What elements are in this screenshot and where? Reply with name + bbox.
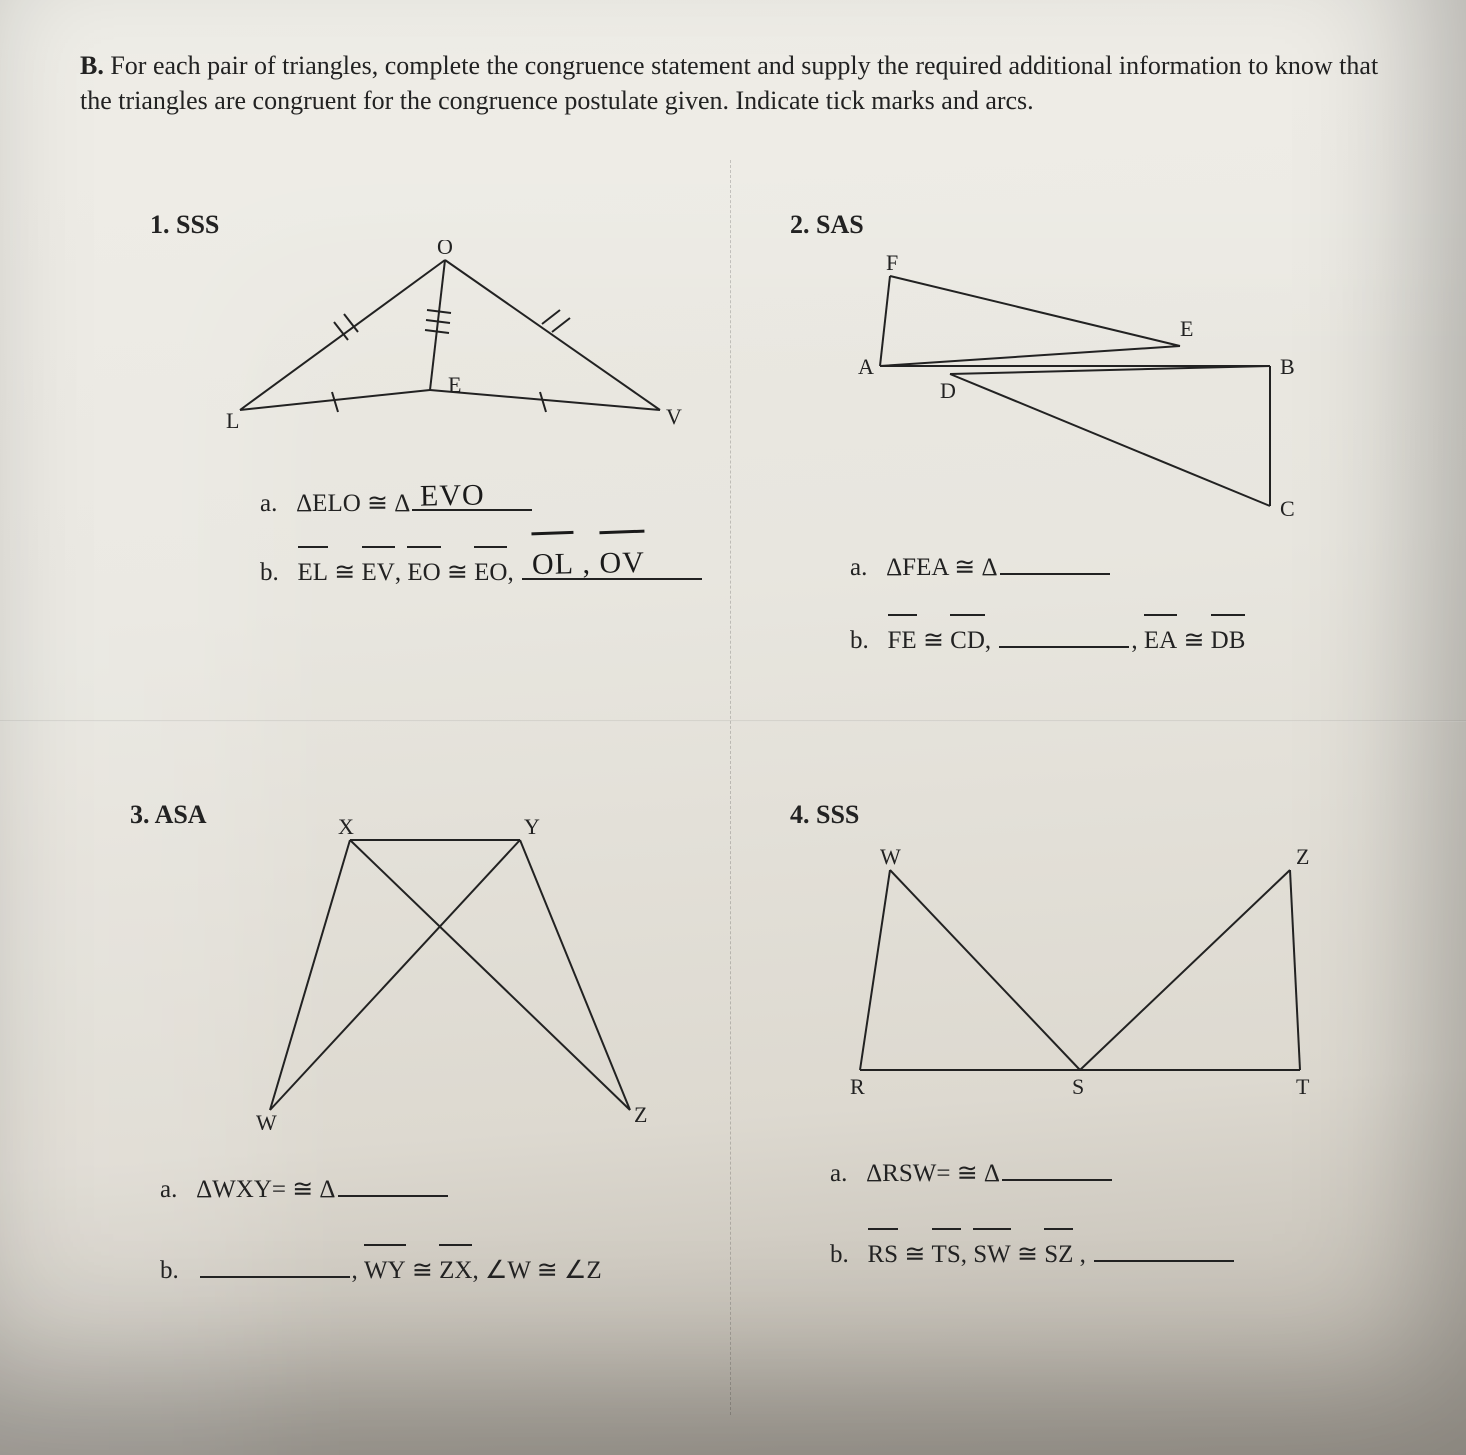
q3-a-prefix: a. xyxy=(160,1176,177,1203)
q4-heading: 4. SSS xyxy=(790,800,1370,830)
q1-answers: a. ΔELO ≅ Δ EVO b. EL ≅ EV, EO ≅ EO, OL … xyxy=(260,480,710,596)
q2-label-E: E xyxy=(1180,316,1193,341)
q2-b-prefix: b. xyxy=(850,627,869,654)
q1-b-seg-EO2: EO xyxy=(474,546,507,597)
q1-b-seg-EV: EV xyxy=(362,546,395,597)
q4-b-seg-SZ: SZ xyxy=(1044,1228,1073,1279)
instructions-prefix: B. xyxy=(80,51,104,80)
q2-line-a: a. ΔFEA ≅ Δ xyxy=(850,544,1350,592)
q1-b-hand-OL: OL xyxy=(531,535,574,593)
q3-label-W: W xyxy=(256,1110,277,1130)
question-1: 1. SSS O xyxy=(150,210,710,596)
q4-answers: a. ΔRSW= ≅ Δ b. RS ≅ TS, SW ≅ SZ , xyxy=(830,1150,1370,1278)
q1-heading: 1. SSS xyxy=(150,210,710,240)
instructions-text: For each pair of triangles, complete the… xyxy=(80,51,1378,115)
q3-label-X: X xyxy=(338,814,354,839)
q4-a-prefix: a. xyxy=(830,1160,847,1187)
q4-figure: W Z R S T xyxy=(810,840,1330,1100)
q4-b-prefix: b. xyxy=(830,1241,849,1268)
q2-label-A: A xyxy=(858,354,874,379)
q1-label-L: L xyxy=(226,408,239,433)
q3-label-Y: Y xyxy=(524,814,540,839)
q4-b-seg-SW: SW xyxy=(973,1228,1011,1279)
q1-line-b: b. EL ≅ EV, EO ≅ EO, OL , OV xyxy=(260,546,710,597)
q1-b-prefix: b. xyxy=(260,559,279,586)
q1-b-seg-EO1: EO xyxy=(407,546,440,597)
q3-line-a: a. ΔWXY= ≅ Δ xyxy=(160,1166,710,1214)
q3-b-angles: ∠W ≅ ∠Z xyxy=(485,1257,602,1284)
q1-label-E: E xyxy=(448,372,461,397)
q2-b-seg-CD: CD xyxy=(950,614,985,665)
q3-b-seg-WY: WY xyxy=(364,1244,406,1295)
q2-label-D: D xyxy=(940,378,956,403)
q1-label-O: O xyxy=(437,240,453,259)
question-3: 3. ASA X Y W Z a. ΔWXY= ≅ Δ b. , xyxy=(130,800,710,1294)
q1-figure: O E L V xyxy=(220,240,690,440)
instructions: B. For each pair of triangles, complete … xyxy=(80,48,1406,118)
q1-label-V: V xyxy=(666,404,682,429)
q1-a-prefix: a. xyxy=(260,490,277,517)
q4-line-b: b. RS ≅ TS, SW ≅ SZ , xyxy=(830,1228,1370,1279)
q4-label-T: T xyxy=(1296,1074,1310,1099)
q4-label-R: R xyxy=(850,1074,865,1099)
question-4: 4. SSS W Z R S T a. ΔRSW= ≅ Δ b. xyxy=(790,800,1370,1278)
q2-b-seg-EA: EA xyxy=(1144,614,1177,665)
q2-answers: a. ΔFEA ≅ Δ b. FE ≅ CD, , EA ≅ DB xyxy=(850,544,1350,664)
q3-b-seg-ZX: ZX xyxy=(439,1244,472,1295)
q2-label-B: B xyxy=(1280,354,1295,379)
q3-line-b: b. , WY ≅ ZX, ∠W ≅ ∠Z xyxy=(160,1244,710,1295)
q2-line-b: b. FE ≅ CD, , EA ≅ DB xyxy=(850,614,1350,665)
question-2: 2. SAS F A E B D C a. ΔFEA ≅ Δ xyxy=(790,210,1350,664)
q3-b-prefix: b. xyxy=(160,1257,179,1284)
q4-line-a: a. ΔRSW= ≅ Δ xyxy=(830,1150,1370,1198)
q2-a-lhs: ΔFEA ≅ Δ xyxy=(886,554,997,581)
q3-a-lhs: ΔWXY= ≅ Δ xyxy=(196,1176,335,1203)
column-divider xyxy=(730,160,732,1415)
q3-figure: X Y W Z xyxy=(220,810,700,1130)
q1-a-lhs: ΔELO ≅ Δ xyxy=(296,490,410,517)
q2-figure: F A E B D C xyxy=(800,246,1320,526)
q2-a-prefix: a. xyxy=(850,554,867,581)
q4-a-lhs: ΔRSW= ≅ Δ xyxy=(866,1160,1000,1187)
worksheet-page: B. For each pair of triangles, complete … xyxy=(0,0,1466,1455)
q3-label-Z: Z xyxy=(634,1102,647,1127)
q2-label-F: F xyxy=(886,250,898,275)
q4-label-Z: Z xyxy=(1296,844,1309,869)
q4-b-seg-RS: RS xyxy=(868,1228,899,1279)
q1-b-seg-EL: EL xyxy=(298,546,329,597)
q2-heading: 2. SAS xyxy=(790,210,1350,240)
q4-b-seg-TS: TS xyxy=(932,1228,961,1279)
q4-label-W: W xyxy=(880,844,901,869)
q2-label-C: C xyxy=(1280,496,1295,521)
q2-b-seg-FE: FE xyxy=(888,614,917,665)
q4-label-S: S xyxy=(1072,1074,1084,1099)
q2-b-seg-DB: DB xyxy=(1211,614,1246,665)
paper-fold xyxy=(0,720,1466,722)
q1-line-a: a. ΔELO ≅ Δ EVO xyxy=(260,480,710,528)
q1-b-hand-OV: OV xyxy=(599,534,645,592)
q1-a-handwritten: EVO xyxy=(420,466,486,524)
q3-answers: a. ΔWXY= ≅ Δ b. , WY ≅ ZX, ∠W ≅ ∠Z xyxy=(160,1166,710,1294)
